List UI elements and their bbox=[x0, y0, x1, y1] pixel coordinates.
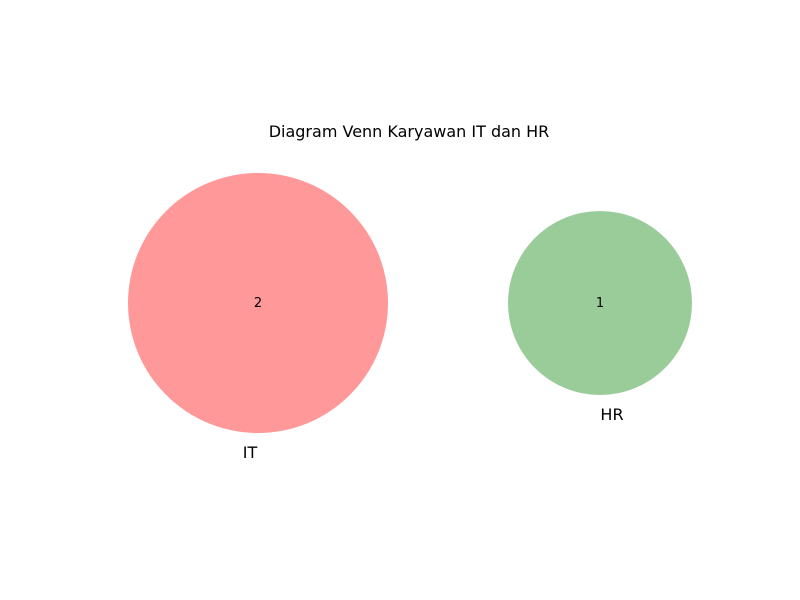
region-hr-count: 1 bbox=[596, 296, 604, 311]
set-it-circle bbox=[128, 173, 388, 433]
set-it-label: IT bbox=[243, 443, 258, 462]
chart-title: Diagram Venn Karyawan IT dan HR bbox=[269, 122, 550, 141]
set-hr-circle bbox=[508, 211, 692, 395]
region-it-count: 2 bbox=[254, 296, 262, 311]
set-hr-label: HR bbox=[600, 405, 623, 424]
